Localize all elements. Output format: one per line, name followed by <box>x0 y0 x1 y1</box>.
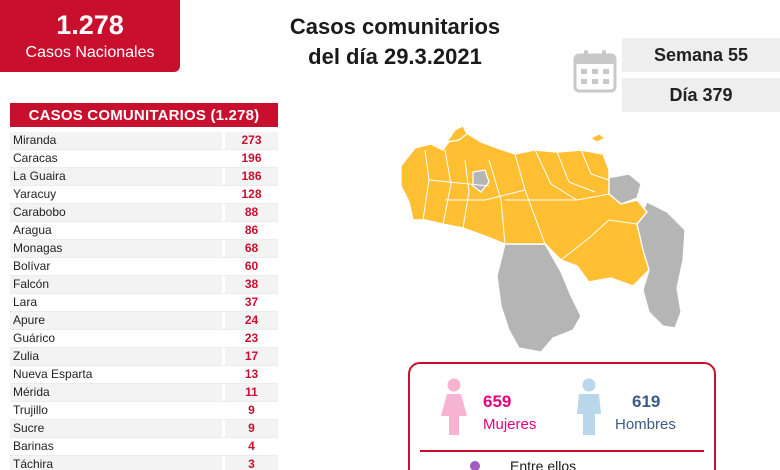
state-count: 38 <box>222 276 278 293</box>
state-name: Táchira <box>13 457 54 470</box>
state-count: 3 <box>222 456 278 470</box>
state-name: Falcón <box>13 277 50 291</box>
venezuela-map <box>400 125 686 353</box>
state-name: Miranda <box>13 133 57 147</box>
state-name: Caracas <box>13 151 58 165</box>
state-count: 11 <box>222 384 278 401</box>
table-row: Aragua 86 <box>10 222 278 240</box>
female-icon <box>441 378 467 435</box>
state-count: 88 <box>222 204 278 221</box>
gender-breakdown-box: 659 Mujeres 619 Hombres Entre ellos <box>408 362 716 470</box>
table-row: Falcón 38 <box>10 276 278 294</box>
state-name: Yaracuy <box>13 187 57 201</box>
state-count: 9 <box>222 402 278 419</box>
state-name: Aragua <box>13 223 52 237</box>
headline-line-1: Casos comunitarios <box>289 14 501 39</box>
state-name: Barinas <box>13 439 54 453</box>
map-region-affected <box>400 131 650 287</box>
table-row: Barinas 4 <box>10 438 278 456</box>
state-name: La Guaira <box>13 169 66 183</box>
map-region-island <box>590 133 606 143</box>
state-name: Carabobo <box>13 205 66 219</box>
state-count: 17 <box>222 348 278 365</box>
national-cases-box: 1.278 Casos Nacionales <box>0 0 180 72</box>
state-count: 196 <box>222 150 278 167</box>
state-count: 4 <box>222 438 278 455</box>
state-name: Lara <box>13 295 38 309</box>
state-count: 273 <box>222 132 278 149</box>
state-name: Bolívar <box>13 259 51 273</box>
state-count: 23 <box>222 330 278 347</box>
table-row: Lara 37 <box>10 294 278 312</box>
male-icon <box>577 378 601 435</box>
male-label: Hombres <box>615 416 676 433</box>
table-row: Mérida 11 <box>10 384 278 402</box>
state-name: Monagas <box>13 241 63 255</box>
state-name: Apure <box>13 313 46 327</box>
national-cases-number: 1.278 <box>56 10 124 40</box>
table-row: Trujillo 9 <box>10 402 278 420</box>
table-row: Táchira 3 <box>10 456 278 470</box>
extra-text: Entre ellos <box>510 458 577 470</box>
table-row: Guárico 23 <box>10 330 278 348</box>
national-cases-label: Casos Nacionales <box>25 44 155 61</box>
divider <box>420 450 704 452</box>
cases-table: Miranda 273 Caracas 196 La Guaira 186 Yarac… <box>10 132 278 470</box>
table-row: Apure 24 <box>10 312 278 330</box>
state-count: 9 <box>222 420 278 437</box>
map-state-borders <box>422 149 638 261</box>
day-badge: Día 379 <box>622 78 780 112</box>
state-count: 128 <box>222 186 278 203</box>
state-count: 60 <box>222 258 278 275</box>
map-region-peninsula <box>445 125 468 143</box>
week-badge: Semana 55 <box>622 38 780 72</box>
state-count: 68 <box>222 240 278 257</box>
calendar-icon <box>573 50 617 93</box>
male-count: 619 <box>632 392 661 411</box>
female-label: Mujeres <box>483 416 537 433</box>
state-count: 13 <box>222 366 278 383</box>
state-name: Sucre <box>13 421 45 435</box>
state-count: 37 <box>222 294 278 311</box>
bullet-icon <box>470 461 480 470</box>
table-row: Monagas 68 <box>10 240 278 258</box>
table-row: Caracas 196 <box>10 150 278 168</box>
table-row: Zulia 17 <box>10 348 278 366</box>
page-title: Casos comunitarios del día 29.3.2021 <box>240 12 550 72</box>
state-count: 86 <box>222 222 278 239</box>
state-name: Trujillo <box>13 403 48 417</box>
table-row: Bolívar 60 <box>10 258 278 276</box>
table-row: Nueva Esparta 13 <box>10 366 278 384</box>
state-name: Mérida <box>13 385 50 399</box>
headline-line-2: del día 29.3.2021 <box>308 44 482 69</box>
table-row: Carabobo 88 <box>10 204 278 222</box>
table-title: CASOS COMUNITARIOS (1.278) <box>10 103 278 127</box>
map-region-inner <box>472 169 490 193</box>
state-name: Guárico <box>13 331 56 345</box>
table-row: Yaracuy 128 <box>10 186 278 204</box>
state-name: Nueva Esparta <box>13 367 93 381</box>
table-row: Sucre 9 <box>10 420 278 438</box>
state-count: 24 <box>222 312 278 329</box>
map-region-amazonas <box>496 243 582 353</box>
table-row: La Guaira 186 <box>10 168 278 186</box>
female-count: 659 <box>483 392 512 411</box>
state-name: Zulia <box>13 349 40 363</box>
state-count: 186 <box>222 168 278 185</box>
table-row: Miranda 273 <box>10 132 278 150</box>
